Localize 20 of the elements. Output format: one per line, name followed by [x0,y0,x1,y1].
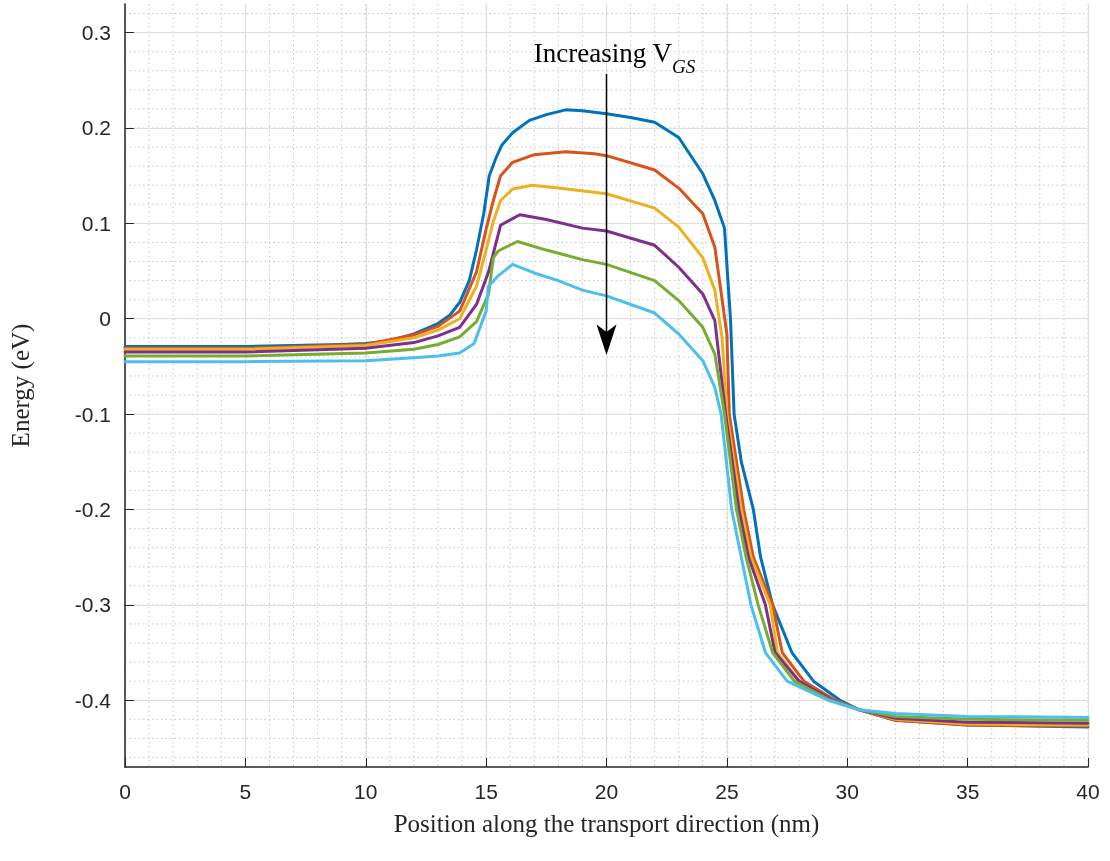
y-tick-label: 0.3 [81,21,111,45]
x-axis-title: Position along the transport direction (nm) [393,810,820,838]
y-tick-label: -0.3 [74,593,111,617]
y-tick-label: -0.2 [74,497,111,521]
y-tick-label: -0.1 [74,402,111,426]
x-tick-label: 20 [594,780,619,803]
x-tick-label: 5 [239,780,252,803]
x-tick-label: 10 [354,780,378,803]
y-tick-label: 0.2 [81,116,111,140]
annotation: Increasing V$_{GS}$ [533,38,696,77]
y-tick-label: 0.1 [81,211,111,235]
x-tick-label: 0 [119,780,131,803]
y-axis-title: Energy (eV) [7,323,35,448]
x-tick-label: 25 [715,780,739,803]
x-tick-label: 35 [955,780,980,803]
y-tick-label: 0 [99,307,111,331]
y-tick-label: -0.4 [74,688,112,712]
x-tick-label: 40 [1076,780,1100,803]
x-tick-label: 15 [474,780,498,803]
x-tick-label: 30 [835,780,859,803]
